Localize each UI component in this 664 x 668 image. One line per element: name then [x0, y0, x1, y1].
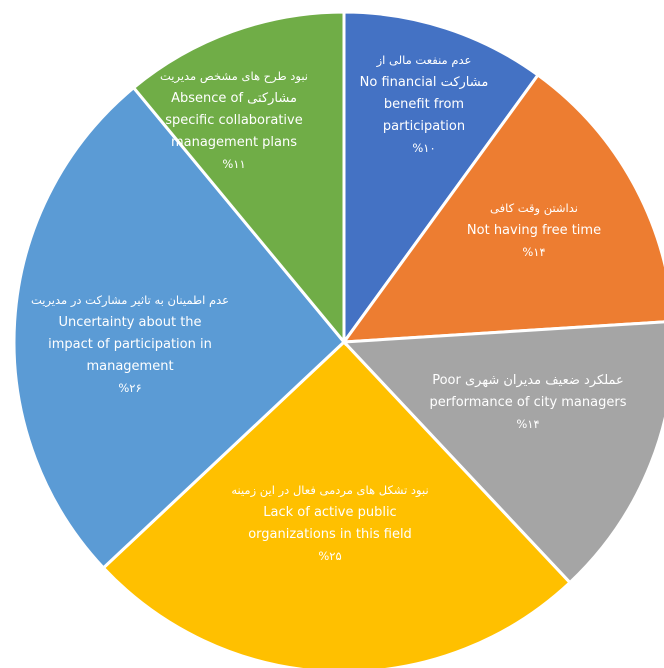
slice-label-line: عدم اطمینان به تاثیر مشارکت در مدیریت	[31, 293, 229, 308]
slice-label-line: عملکرد ضعیف مدیران شهری Poor	[432, 373, 624, 388]
slice-label-line: management plans	[171, 135, 297, 150]
slice-label-not-having-free-time: نداشتن وقت کافی Not having free time %۱۴	[467, 201, 601, 259]
slice-label-poor-performance-of-city-managers: عملکرد ضعیف مدیران شهری Poor performance …	[430, 373, 627, 431]
slice-percent-label: %۱۰	[412, 141, 435, 155]
slice-label-line: مشارکت No financial	[360, 75, 489, 90]
pie-slice-no-financial-benefit-from-participation	[342, 10, 541, 347]
slice-label-line: participation	[383, 119, 465, 134]
slice-label-line: نبود طرح های مشخص مدیریت	[160, 69, 308, 84]
slice-percent-label: %۱۱	[222, 157, 245, 171]
slice-label-line: performance of city managers	[430, 395, 627, 410]
slice-label-line: organizations in this field	[248, 527, 412, 542]
slice-percent-label: %۲۵	[318, 549, 341, 563]
slice-label-line: Uncertainty about the	[58, 315, 201, 330]
slice-label-line: عدم منفعت مالی از	[376, 53, 472, 68]
pie-slice-uncertainty-about-the-impact-of-participation-in-management	[12, 85, 347, 571]
slice-percent-label: %۲۶	[118, 381, 141, 395]
slice-percent-label: %۱۴	[522, 245, 545, 259]
slice-label-line: impact of participation in	[48, 337, 212, 352]
pie-slice-lack-of-active-public-organizations-in-this-field	[101, 339, 573, 668]
pie-slice-absence-of-specific-collaborative-management-plans	[131, 10, 346, 347]
slice-label-line: benefit from	[384, 97, 464, 112]
slice-label-uncertainty-about-the-impact-of-participation-in-management: عدم اطمینان به تاثیر مشارکت در مدیریت Unc…	[31, 293, 229, 395]
pie-slice-poor-performance-of-city-managers	[340, 320, 664, 585]
slice-label-line: management	[86, 359, 173, 374]
slice-label-line: مشارکتی Absence of	[171, 91, 297, 106]
slice-label-line: Not having free time	[467, 223, 601, 238]
slice-label-line: نداشتن وقت کافی	[490, 201, 578, 216]
slice-label-no-financial-benefit-from-participation: عدم منفعت مالی از مشارکت No financial bene…	[360, 53, 489, 155]
slice-percent-label: %۱۴	[516, 417, 539, 431]
slice-label-line: نبود تشکل های مردمی فعال در این زمینه	[231, 483, 428, 498]
slice-label-lack-of-active-public-organizations-in-this-field: نبود تشکل های مردمی فعال در این زمینه Lac…	[231, 483, 428, 563]
slice-label-absence-of-specific-collaborative-management-plans: نبود طرح های مشخص مدیریت مشارکتی Absence …	[160, 69, 308, 171]
slice-label-line: Lack of active public	[263, 505, 396, 520]
slice-label-line: specific collaborative	[165, 113, 302, 128]
pie-slice-not-having-free-time	[340, 72, 664, 344]
